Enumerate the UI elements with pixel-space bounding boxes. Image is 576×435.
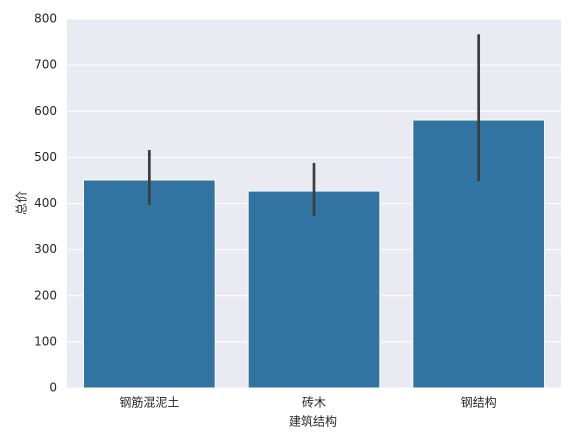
bar [247, 190, 381, 389]
y-tick-label: 800 [34, 12, 57, 26]
x-tick-label: 钢结构 [461, 395, 497, 410]
x-tick-label: 钢筋混泥土 [119, 395, 179, 410]
y-axis-label: 总价 [15, 191, 29, 215]
y-tick-label: 0 [49, 381, 57, 395]
y-tick-label: 300 [34, 242, 57, 256]
y-tick-label: 200 [34, 288, 57, 302]
x-axis-label: 建筑结构 [289, 414, 337, 429]
y-tick-label: 700 [34, 58, 57, 72]
y-tick-label: 500 [34, 150, 57, 164]
y-tick-label: 100 [34, 334, 57, 348]
y-tick-label: 600 [34, 104, 57, 118]
bar [82, 179, 216, 389]
x-tick-label: 砖木 [302, 395, 326, 410]
y-tick-label: 400 [34, 196, 57, 210]
